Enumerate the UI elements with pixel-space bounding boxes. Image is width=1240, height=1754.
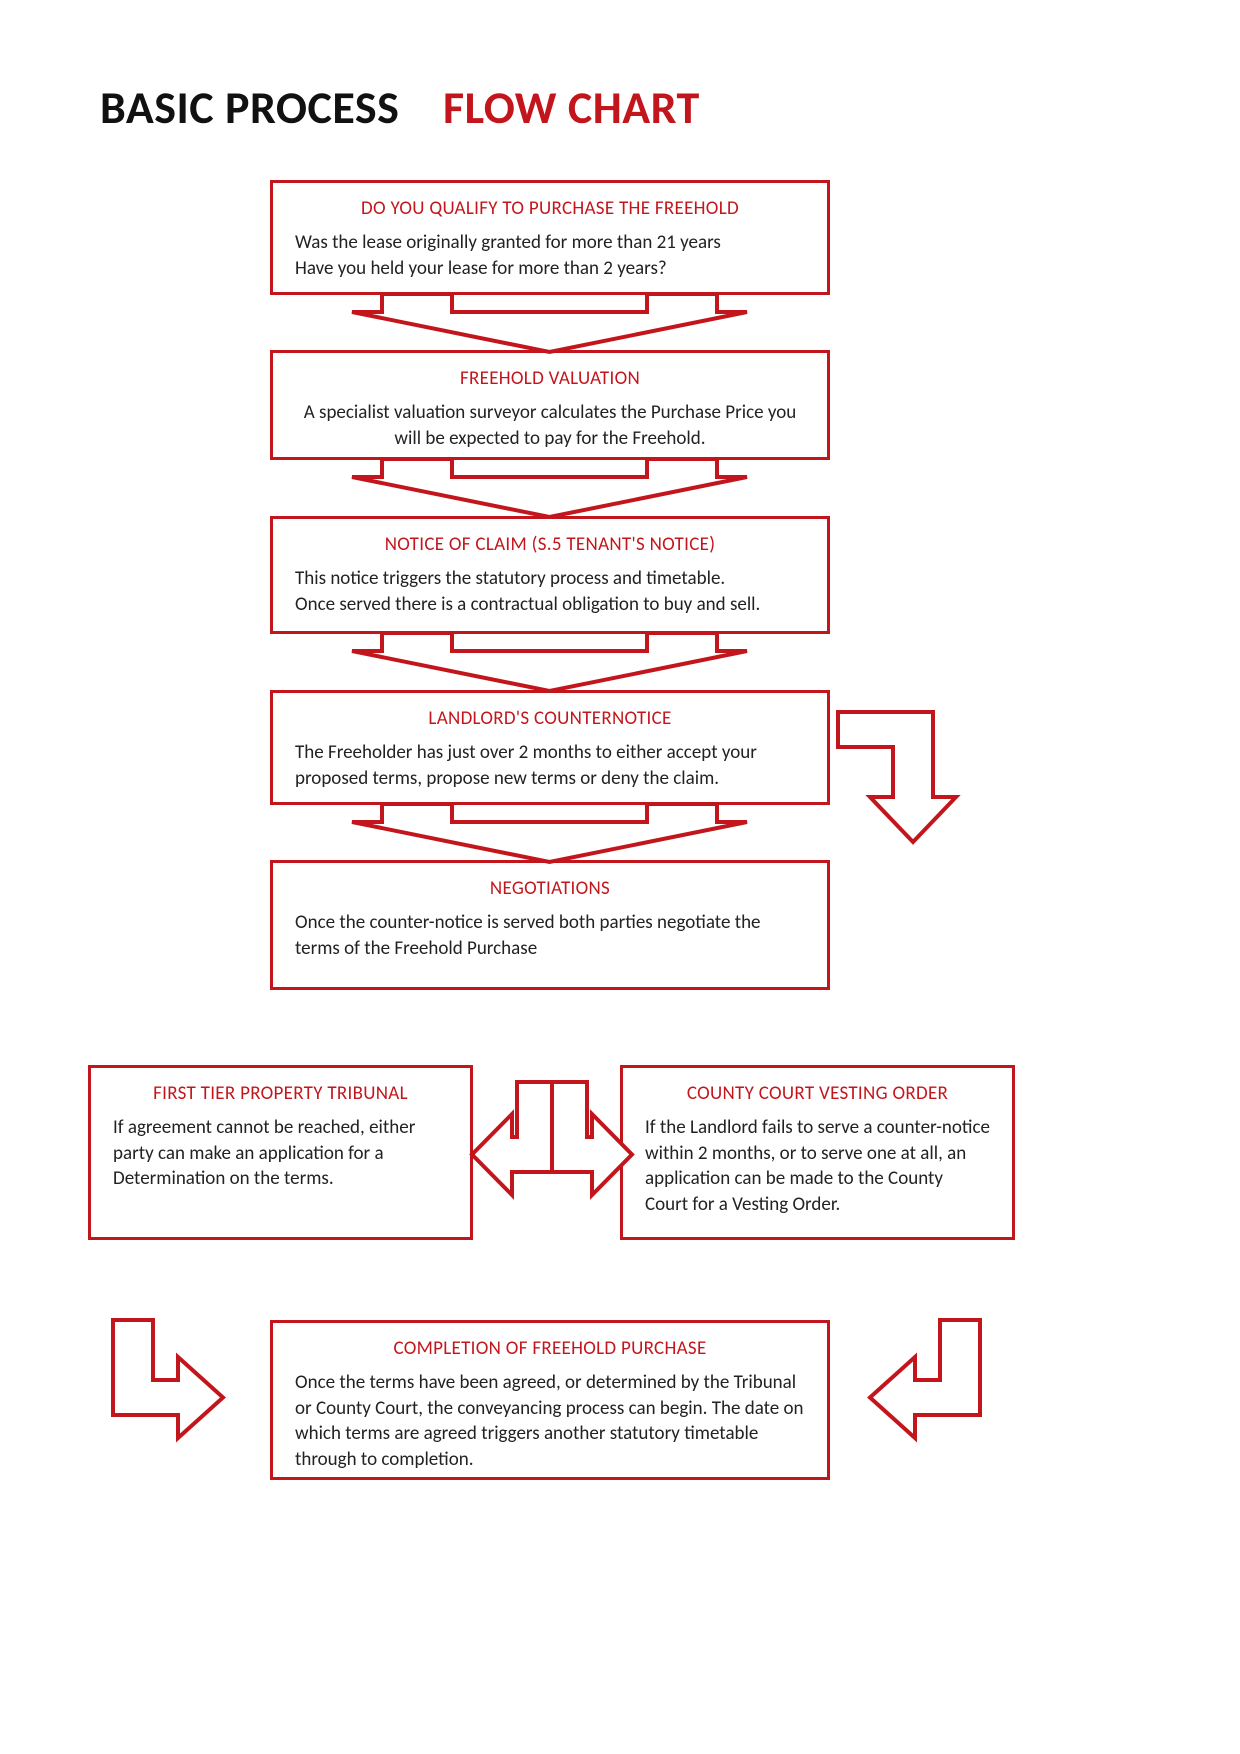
- arrow-bottom-right-in: [870, 1320, 985, 1440]
- box-counter-heading: LANDLORD'S COUNTERNOTICE: [295, 707, 805, 730]
- box-tribunal-body: If agreement cannot be reached, either p…: [113, 1115, 448, 1192]
- box-notice-body: This notice triggers the statutory proce…: [295, 566, 805, 617]
- box-qualify-line1: Was the lease originally granted for mor…: [295, 231, 721, 254]
- box-notice: NOTICE OF CLAIM (S.5 TENANT'S NOTICE) Th…: [270, 516, 830, 634]
- box-counter-body: The Freeholder has just over 2 months to…: [295, 740, 805, 791]
- box-valuation-body: A specialist valuation surveyor calculat…: [295, 400, 805, 451]
- title-part2: FLOW CHART: [443, 80, 700, 136]
- arrow-side-right: [838, 712, 956, 842]
- box-qualify-body: Was the lease originally granted for mor…: [295, 230, 805, 281]
- box-notice-heading: NOTICE OF CLAIM (S.5 TENANT'S NOTICE): [295, 533, 805, 556]
- box-negotiations-heading: NEGOTIATIONS: [295, 877, 805, 900]
- box-completion-heading: COMPLETION OF FREEHOLD PURCHASE: [295, 1337, 805, 1360]
- box-completion-body: Once the terms have been agreed, or dete…: [295, 1370, 805, 1473]
- arrow-down-3: [352, 633, 747, 691]
- box-qualify: DO YOU QUALIFY TO PURCHASE THE FREEHOLD …: [270, 180, 830, 295]
- box-notice-line2: Once served there is a contractual oblig…: [295, 593, 760, 616]
- arrow-split-left: [472, 1082, 552, 1222]
- box-notice-line1: This notice triggers the statutory proce…: [295, 567, 725, 590]
- box-vesting: COUNTY COURT VESTING ORDER If the Landlo…: [620, 1065, 1015, 1240]
- arrow-down-2: [352, 459, 747, 517]
- box-counter: LANDLORD'S COUNTERNOTICE The Freeholder …: [270, 690, 830, 805]
- box-valuation: FREEHOLD VALUATION A specialist valuatio…: [270, 350, 830, 460]
- box-valuation-heading: FREEHOLD VALUATION: [295, 367, 805, 390]
- box-vesting-body: If the Landlord fails to serve a counter…: [645, 1115, 990, 1218]
- arrow-split-right: [552, 1082, 632, 1222]
- box-qualify-line2: Have you held your lease for more than 2…: [295, 257, 667, 280]
- arrow-bottom-left-in: [108, 1320, 223, 1440]
- title-part1: BASIC PROCESS: [100, 80, 399, 136]
- box-qualify-heading: DO YOU QUALIFY TO PURCHASE THE FREEHOLD: [295, 197, 805, 220]
- box-negotiations-body: Once the counter-notice is served both p…: [295, 910, 805, 961]
- page-title: BASIC PROCESS FLOW CHART: [100, 80, 700, 136]
- box-vesting-heading: COUNTY COURT VESTING ORDER: [645, 1082, 990, 1105]
- box-tribunal-heading: FIRST TIER PROPERTY TRIBUNAL: [113, 1082, 448, 1105]
- box-negotiations: NEGOTIATIONS Once the counter-notice is …: [270, 860, 830, 990]
- arrow-down-4: [352, 804, 747, 862]
- box-tribunal: FIRST TIER PROPERTY TRIBUNAL If agreemen…: [88, 1065, 473, 1240]
- arrow-down-1: [352, 294, 747, 352]
- box-completion: COMPLETION OF FREEHOLD PURCHASE Once the…: [270, 1320, 830, 1480]
